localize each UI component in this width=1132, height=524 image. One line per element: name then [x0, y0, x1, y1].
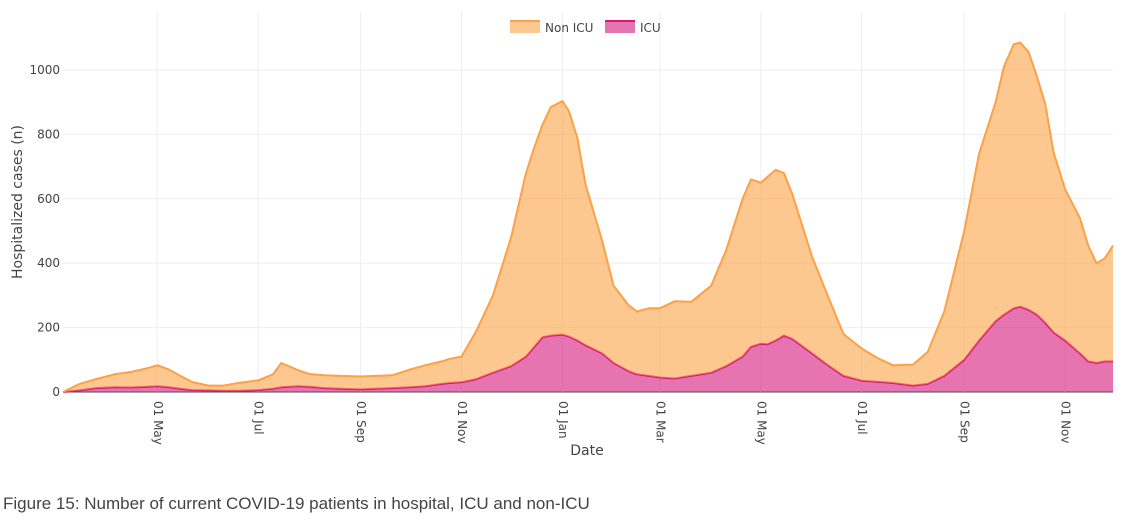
y-tick-label: 800: [37, 127, 60, 141]
y-tick-label: 1000: [29, 63, 60, 77]
x-tick-label: 01 Mar: [653, 401, 667, 443]
y-axis-title: Hospitalized cases (n): [10, 125, 26, 279]
legend-swatch-non-icu: [510, 21, 540, 33]
legend-item-non-icu[interactable]: Non ICU: [510, 20, 593, 35]
x-tick-label: 01 May: [754, 401, 768, 445]
chart: 0 200 400 600 800 1000 01 May 01 Jul 01 Sep 01 N…: [10, 12, 1114, 459]
plot-area[interactable]: [62, 41, 1114, 393]
x-tick-label: 01 Jan: [556, 401, 570, 439]
x-tick-label: 01 May: [151, 401, 165, 445]
line-non-icu: [62, 41, 1114, 393]
area-icu[interactable]: [63, 306, 1113, 392]
x-tick-label: 01 Nov: [455, 401, 469, 444]
figure-caption: Figure 15: Number of current COVID-19 pa…: [3, 494, 590, 513]
x-axis-title: Date: [570, 443, 603, 459]
y-tick-label: 400: [37, 256, 60, 270]
x-tick-label: 01 Nov: [1059, 401, 1073, 444]
legend-label-non-icu: Non ICU: [545, 21, 593, 35]
x-tick-label: 01 Jul: [252, 401, 266, 435]
x-axis-ticks: 01 May 01 Jul 01 Sep 01 Nov 01 Jan 01 Mar 01 M…: [151, 401, 1073, 445]
legend-label-icu: ICU: [640, 21, 661, 35]
x-tick-label: 01 Jul: [855, 401, 869, 435]
legend-swatch-icu: [605, 21, 635, 33]
y-tick-label: 600: [37, 192, 60, 206]
legend-item-icu[interactable]: ICU: [605, 20, 661, 35]
legend: Non ICU ICU: [510, 20, 661, 35]
y-tick-label: 200: [37, 321, 60, 335]
x-tick-label: 01 Sep: [958, 401, 972, 443]
x-tick-label: 01 Sep: [354, 401, 368, 443]
y-tick-label: 0: [52, 385, 60, 399]
y-axis-ticks: 0 200 400 600 800 1000: [29, 63, 60, 399]
area-non-icu[interactable]: [63, 42, 1113, 392]
